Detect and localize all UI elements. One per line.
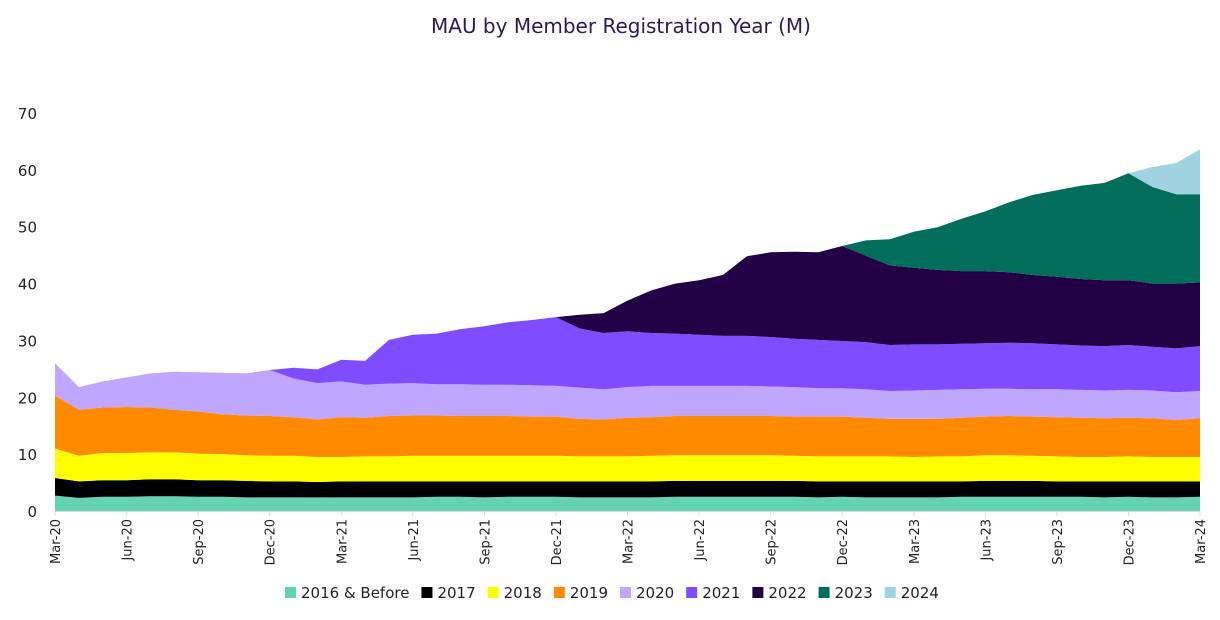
legend: 2016 & Before 2017 2018 2019 2020 2021 2022 202… <box>285 584 939 602</box>
y-tick-label: 60 <box>18 162 37 180</box>
area-series-2020 <box>55 363 1200 420</box>
legend-item: 2018 <box>487 584 542 602</box>
legend-swatch <box>285 587 296 598</box>
x-tick-label: Mar-21 <box>335 519 350 564</box>
legend-swatch <box>421 587 433 598</box>
legend-label: 2020 <box>636 584 674 602</box>
x-tick-label: Mar-20 <box>49 519 64 564</box>
legend-label: 2019 <box>570 584 608 602</box>
x-tick-label: Sep-21 <box>478 519 493 565</box>
x-tick-label: Sep-23 <box>1051 519 1066 565</box>
x-tick-label: Jun-21 <box>407 519 422 562</box>
y-tick-label: 40 <box>18 276 37 294</box>
y-tick-label: 30 <box>18 332 37 350</box>
x-tick-label: Dec-20 <box>264 519 279 565</box>
legend-label: 2021 <box>702 584 740 602</box>
legend-item: 2020 <box>620 584 674 602</box>
legend-label: 2023 <box>835 584 873 602</box>
y-tick-label: 70 <box>18 105 37 123</box>
x-tick-label: Jun-22 <box>693 519 708 562</box>
legend-swatch <box>686 587 698 598</box>
legend-swatch <box>553 587 565 598</box>
legend-label: 2018 <box>504 584 542 602</box>
x-tick-label: Sep-20 <box>192 519 207 565</box>
y-axis: 0 10 20 30 40 50 60 70 <box>18 105 37 521</box>
legend-item: 2017 <box>421 584 476 602</box>
x-tick-label: Jun-20 <box>121 519 136 562</box>
legend-item: 2023 <box>818 584 873 602</box>
x-tick-label: Sep-22 <box>765 519 780 565</box>
area-series-2016-before <box>55 495 1200 511</box>
legend-swatch <box>752 587 764 598</box>
areas <box>55 149 1200 511</box>
legend-item: 2021 <box>686 584 740 602</box>
legend-item: 2019 <box>553 584 608 602</box>
legend-item: 2024 <box>884 584 939 602</box>
legend-label: 2022 <box>768 584 806 602</box>
legend-item: 2016 & Before <box>285 584 409 602</box>
legend-label: 2024 <box>901 584 939 602</box>
x-tick-label: Dec-22 <box>836 519 851 565</box>
legend-label: 2017 <box>437 584 475 602</box>
area-series-2017 <box>55 478 1200 498</box>
y-tick-label: 50 <box>18 219 37 237</box>
legend-swatch <box>884 587 896 598</box>
x-tick-label: Dec-21 <box>550 519 565 565</box>
y-tick-label: 20 <box>18 389 37 407</box>
y-tick-label: 10 <box>18 446 37 464</box>
x-tick-label: Mar-22 <box>622 519 637 564</box>
x-axis: Mar-20 Jun-20 Sep-20 Dec-20 Mar-21 Jun-21 Sep-… <box>49 511 1209 565</box>
y-tick-label: 0 <box>27 503 37 521</box>
legend-label: 2016 & Before <box>301 584 409 602</box>
area-series-2019 <box>55 395 1200 457</box>
legend-swatch <box>818 587 830 598</box>
legend-swatch <box>487 587 499 598</box>
area-series-2023 <box>55 173 1200 388</box>
x-tick-label: Jun-23 <box>979 519 994 562</box>
x-tick-label: Mar-23 <box>908 519 923 564</box>
area-series-2018 <box>55 448 1200 482</box>
legend-swatch <box>620 587 632 598</box>
area-series-2022 <box>55 246 1200 388</box>
chart-title: MAU by Member Registration Year (M) <box>431 14 811 38</box>
area-series-2021 <box>55 317 1200 393</box>
legend-item: 2022 <box>752 584 807 602</box>
x-tick-label: Dec-23 <box>1122 519 1137 565</box>
x-tick-label: Mar-24 <box>1194 519 1209 564</box>
